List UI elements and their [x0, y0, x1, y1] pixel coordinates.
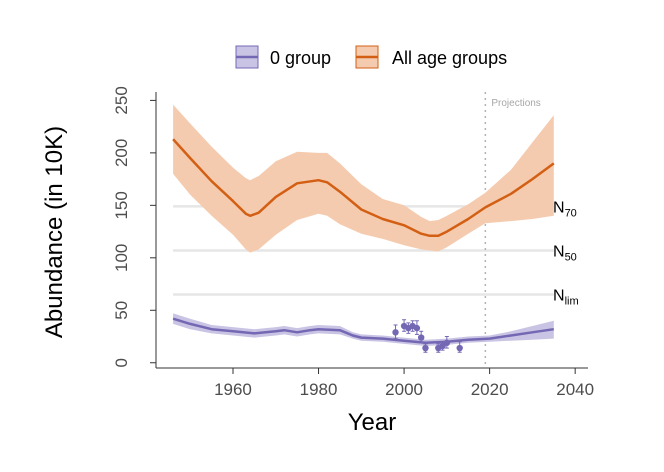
legend-label-0-group: 0 group: [270, 48, 331, 68]
x-axis-title: Year: [348, 409, 397, 436]
y-tick-label: 0: [112, 358, 131, 367]
x-tick-label: 1980: [300, 380, 338, 399]
observation-marker: [392, 329, 399, 336]
x-tick-label: 2020: [471, 380, 509, 399]
y-tick-label: 50: [112, 301, 131, 320]
x-axis-ticks: 1960 1980 2000 2020 2040: [214, 368, 594, 399]
observation-marker: [417, 334, 425, 341]
x-tick-label: 2040: [556, 380, 594, 399]
y-tick-label: 200: [112, 139, 131, 167]
reference-label-lim: Nlim: [553, 288, 579, 308]
observation-marker: [422, 344, 429, 352]
y-axis-title: Abundance (in 10K): [41, 126, 68, 338]
legend: 0 group All age groups: [235, 45, 507, 69]
observation-point: [413, 320, 421, 335]
legend-item-all-age-groups: All age groups: [355, 45, 507, 69]
observation-point: [392, 324, 399, 340]
reference-label-70: N70: [553, 199, 577, 219]
series-layer: [172, 104, 555, 346]
projection-label: Projections: [491, 98, 540, 109]
observations-layer: [392, 319, 463, 353]
observation-point: [417, 330, 425, 344]
observation-point: [456, 341, 463, 353]
observation-marker: [456, 344, 463, 352]
x-tick-label: 1960: [214, 380, 252, 399]
confidence-band-0-group: [173, 313, 554, 346]
confidence-band-all-age-groups: [173, 104, 554, 253]
series-line-0-group: [172, 317, 554, 345]
y-tick-label: 250: [112, 86, 131, 114]
series-line-all-age-groups: [172, 138, 555, 238]
observation-marker: [443, 339, 451, 347]
observation-marker: [413, 324, 421, 332]
observation-point: [443, 336, 451, 349]
legend-item-0-group: 0 group: [235, 45, 331, 69]
observation-point: [422, 343, 429, 353]
reference-label-50: N50: [553, 243, 577, 263]
y-axis-ticks: 0 50 100 150 200 250: [112, 86, 156, 367]
y-tick-label: 150: [112, 191, 131, 219]
y-tick-label: 100: [112, 244, 131, 272]
x-tick-label: 2000: [385, 380, 423, 399]
legend-label-all-age-groups: All age groups: [392, 48, 507, 68]
observation-point: [435, 343, 442, 353]
